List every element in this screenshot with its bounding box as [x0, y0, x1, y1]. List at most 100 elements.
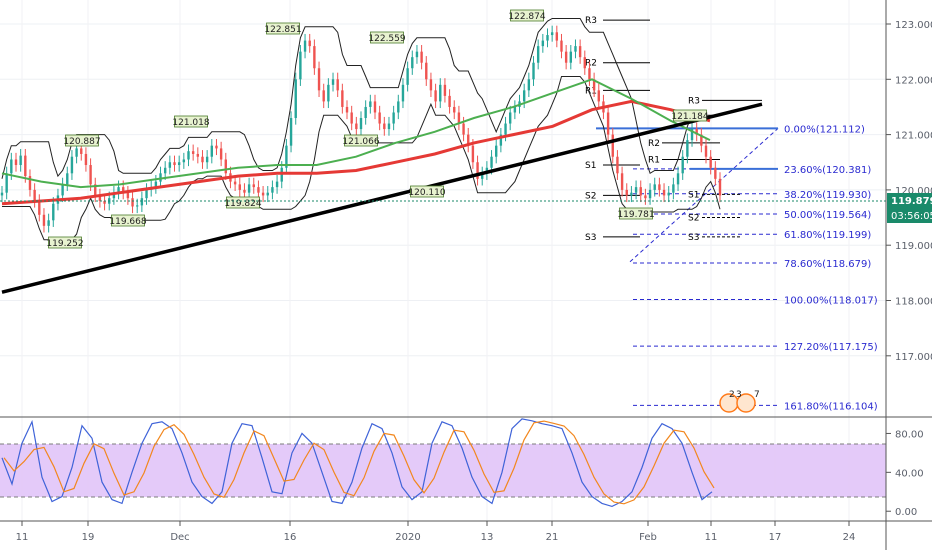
last-price-tag: 119.879 03:56:05	[887, 193, 932, 223]
candle-body	[24, 155, 27, 177]
price-tick-label: 122.000	[895, 75, 932, 86]
swing-label-box	[48, 236, 82, 249]
candle-body	[345, 106, 349, 113]
fib-label: 0.00%(121.112)	[784, 124, 865, 135]
candle-body	[94, 184, 97, 196]
pivot-label: R1	[585, 86, 597, 96]
swing-label-box	[510, 9, 544, 22]
candle-body	[252, 184, 255, 188]
candle-body	[448, 95, 451, 107]
swing-label: 120.110	[408, 188, 445, 198]
candle-body	[532, 62, 535, 80]
candle-body	[19, 155, 22, 166]
candle-body	[275, 181, 279, 188]
candle-body	[681, 156, 684, 174]
swing-label-box	[266, 22, 300, 35]
candle-body	[434, 90, 437, 102]
candle-body	[564, 51, 568, 63]
rsi-lines	[1, 418, 715, 508]
pivot-label: S2	[585, 191, 596, 201]
candle-body	[541, 40, 545, 47]
candle-body	[527, 79, 531, 91]
swing-label-box	[344, 134, 378, 147]
swing-label-box	[410, 185, 444, 198]
fib-label: 38.20%(119.930)	[784, 190, 871, 201]
candle-body	[317, 68, 321, 91]
candle-body	[620, 173, 624, 190]
candle-body	[662, 189, 666, 196]
candle-body	[66, 173, 69, 185]
candle-body	[38, 200, 41, 215]
candle-body	[700, 134, 703, 146]
rsi-tick-label: 0.00	[895, 507, 917, 518]
fib-label: 100.00%(118.017)	[784, 296, 878, 307]
candle-body	[10, 159, 13, 174]
candle-body	[122, 187, 125, 193]
candle-body	[406, 68, 409, 85]
recent-pivot-label: S3	[688, 233, 699, 243]
candle-body	[481, 173, 484, 179]
time-tick-label: 19	[82, 532, 95, 543]
candle-body	[639, 187, 642, 196]
candle-body	[495, 145, 498, 157]
candle-body	[177, 162, 181, 166]
candle-body	[443, 84, 447, 96]
candle-body	[634, 187, 638, 193]
fib-label: 78.60%(118.679)	[784, 259, 871, 270]
candle-body	[625, 189, 628, 196]
candle-body	[215, 145, 218, 149]
fib-diagonal	[629, 128, 779, 263]
candle-body	[28, 176, 32, 190]
candle-body	[420, 51, 423, 63]
candle-body	[676, 173, 680, 185]
swing-label-box	[174, 115, 208, 128]
candle-body	[667, 192, 670, 196]
candle-body	[163, 167, 167, 174]
candle-body	[588, 68, 591, 80]
stoch-d-line	[3, 420, 715, 505]
candle-body	[709, 156, 712, 168]
candle-body	[233, 181, 237, 185]
time-axis: 11 19 Dec 16 2020 13 21 Feb 11 17 24	[16, 521, 856, 543]
candle-body	[247, 184, 251, 193]
candle-body	[653, 184, 656, 190]
candle-body	[47, 220, 50, 226]
candle-body	[359, 118, 363, 130]
candle-body	[61, 184, 64, 196]
time-tick-label: 24	[843, 532, 856, 543]
candle-body	[261, 192, 265, 196]
countdown-text: 03:56:05	[891, 211, 932, 222]
candle-body	[308, 40, 311, 47]
pivot-label: R3	[585, 16, 597, 26]
candle-body	[145, 189, 148, 199]
price-tick-label: 118.000	[895, 297, 932, 308]
candle-body	[546, 35, 549, 41]
candle-body	[154, 181, 158, 188]
candle-body	[429, 79, 433, 91]
candle-body	[364, 106, 367, 119]
swing-label-box	[673, 109, 707, 122]
swing-label-box	[226, 196, 260, 209]
candle-body	[341, 90, 344, 107]
candle-body	[453, 106, 456, 113]
price-tick-label: 121.000	[895, 131, 932, 142]
candle-body	[471, 145, 475, 163]
candle-body	[718, 178, 722, 196]
swing-label-box	[370, 31, 404, 44]
swing-labels: 119.252 120.887 119.668 121.018 119.824 122.8…	[46, 9, 709, 249]
candle-body	[33, 189, 36, 201]
candle-body	[289, 118, 293, 146]
candle-body	[42, 214, 46, 226]
swing-label: 119.781	[617, 210, 654, 220]
swing-label: 119.252	[46, 239, 83, 249]
candle-body	[187, 151, 190, 160]
pivot-label: S3	[585, 233, 596, 243]
swing-label: 121.066	[342, 137, 379, 147]
candle-body	[257, 187, 260, 193]
fib-label: 50.00%(119.564)	[784, 210, 871, 221]
candle-body	[131, 198, 134, 207]
candle-body	[550, 32, 554, 36]
candle-body	[373, 101, 377, 113]
fib-lines: 0.00%(121.112) 23.60%(120.381) 38.20%(119.…	[596, 124, 878, 412]
candle-body	[103, 200, 106, 204]
